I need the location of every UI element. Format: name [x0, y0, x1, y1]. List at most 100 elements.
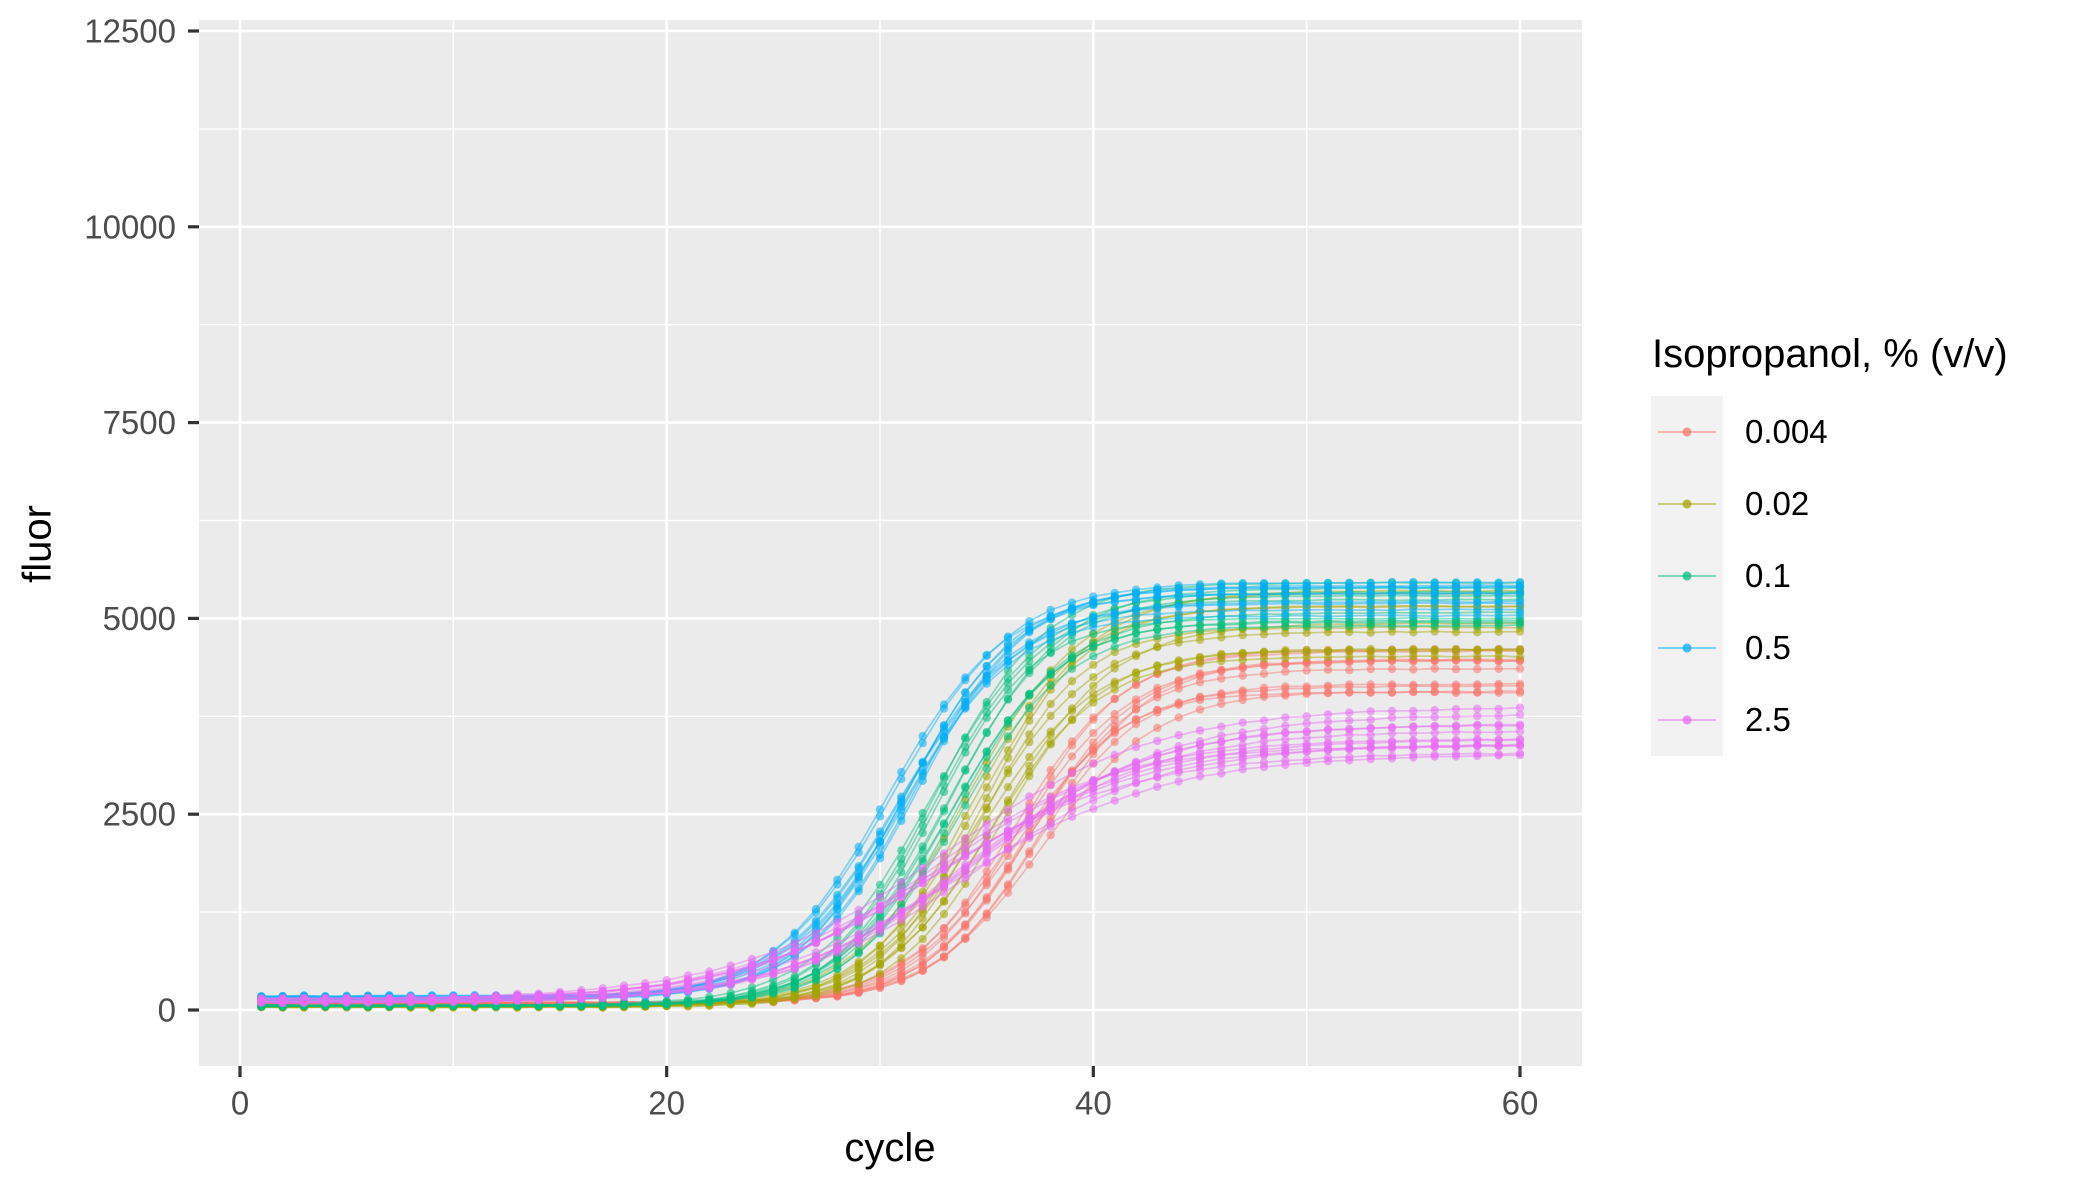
point	[1366, 724, 1375, 733]
point	[1174, 746, 1183, 756]
point	[1067, 604, 1077, 614]
point	[1387, 723, 1397, 732]
point	[1174, 613, 1183, 622]
point	[1430, 589, 1439, 599]
point	[1281, 667, 1290, 676]
point	[1217, 769, 1226, 778]
point	[598, 990, 607, 999]
point	[1046, 804, 1055, 813]
point	[939, 849, 949, 858]
point	[1174, 768, 1183, 777]
point	[747, 964, 757, 973]
point	[1003, 674, 1013, 683]
point	[1238, 649, 1247, 658]
point	[1387, 664, 1397, 674]
point	[1515, 581, 1525, 590]
axis-tick-labels: 0 20 40 60 0 2500 5000 7500 10000 12500	[84, 13, 1538, 1122]
point	[1025, 716, 1034, 725]
point	[1110, 737, 1119, 747]
point	[1302, 666, 1311, 675]
point	[1046, 699, 1055, 709]
point	[705, 998, 714, 1007]
point	[534, 994, 543, 1003]
legend-key-0.004	[1651, 396, 1723, 468]
point	[705, 976, 714, 985]
point	[363, 996, 373, 1005]
point	[1302, 733, 1311, 743]
point	[1323, 732, 1333, 741]
point	[961, 734, 970, 743]
point	[1238, 612, 1247, 621]
point	[811, 904, 821, 914]
point	[1494, 711, 1503, 721]
point	[1259, 599, 1269, 609]
point	[1110, 677, 1119, 686]
point	[897, 974, 906, 984]
point	[1302, 755, 1311, 764]
point	[1409, 750, 1418, 759]
point	[1345, 611, 1354, 621]
point	[1302, 611, 1311, 620]
point	[1089, 743, 1098, 752]
point	[1089, 759, 1098, 768]
point	[961, 863, 970, 872]
point	[1302, 689, 1311, 699]
point	[1345, 599, 1354, 608]
point	[1302, 712, 1311, 721]
point	[1515, 610, 1525, 620]
point	[854, 987, 863, 996]
point	[982, 728, 991, 738]
point	[1003, 768, 1013, 778]
point	[939, 909, 949, 919]
point	[1281, 589, 1290, 599]
point	[1003, 888, 1013, 897]
point	[1387, 713, 1397, 722]
point	[897, 927, 906, 936]
point	[769, 967, 778, 977]
point	[1238, 733, 1247, 743]
point	[875, 850, 885, 859]
y-tick-label: 2500	[103, 796, 176, 833]
legend-key-0.5	[1651, 612, 1723, 684]
point	[1409, 581, 1418, 591]
point	[790, 928, 799, 937]
point	[1515, 679, 1525, 688]
point	[939, 941, 949, 950]
point	[598, 1001, 607, 1011]
point	[1238, 655, 1247, 665]
point	[641, 1000, 650, 1009]
point	[1409, 611, 1418, 620]
point	[1131, 789, 1141, 798]
point	[1003, 633, 1013, 643]
point	[1323, 582, 1333, 591]
point	[1409, 665, 1418, 674]
point	[1003, 685, 1013, 695]
point	[385, 996, 394, 1005]
point	[1281, 599, 1290, 608]
point	[1323, 653, 1333, 662]
point	[854, 962, 863, 972]
point	[1025, 752, 1034, 762]
point	[1025, 803, 1034, 812]
curve-points	[257, 741, 1525, 1006]
replicate-curve	[257, 741, 1525, 1006]
point	[982, 713, 991, 722]
point	[1345, 752, 1354, 762]
point	[1003, 645, 1013, 654]
point	[939, 952, 949, 961]
point	[619, 1001, 629, 1010]
point	[961, 748, 970, 757]
point	[1174, 755, 1183, 765]
point	[1238, 631, 1247, 640]
point	[1153, 759, 1162, 768]
point	[726, 970, 735, 980]
point	[1046, 818, 1055, 828]
point	[1281, 647, 1290, 657]
point	[897, 892, 906, 901]
point	[875, 880, 885, 889]
point	[1217, 731, 1226, 740]
point	[1473, 628, 1482, 637]
point	[1153, 615, 1162, 624]
point	[918, 738, 927, 748]
